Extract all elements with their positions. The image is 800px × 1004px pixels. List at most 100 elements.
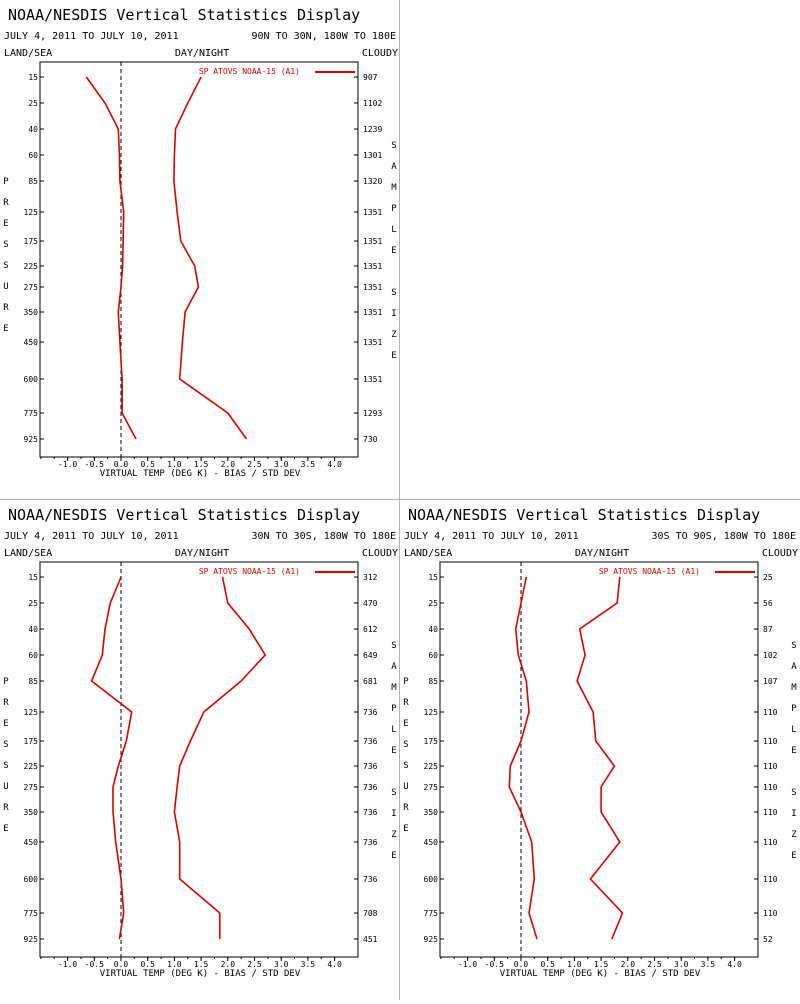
stats-panel-sh: NOAA/NESDIS Vertical Statistics Display … [400,500,800,1000]
pressure-level-label: 125 [424,708,439,717]
y-axis-label-pressure: P R E S S U R E [403,677,409,834]
sample-size-letter: M [791,683,797,693]
pressure-level-label: 175 [24,237,39,246]
sample-size-label: 1239 [363,125,382,134]
region-label: 30N TO 30S, 180W TO 180E [252,531,397,542]
sample-size-letter: S [391,141,396,151]
sample-size-letter: L [391,225,396,235]
chart-title: NOAA/NESDIS Vertical Statistics Display [408,506,760,524]
x-tick-label: 3.5 [701,960,716,969]
pressure-levels: 15 25 25 56 40 87 60 102 85 107 125 110 175 110 225 110… [424,573,778,944]
sample-size-label: 107 [763,677,778,686]
sample-size-letter: S [391,288,396,298]
x-axis-label: VIRTUAL TEMP (DEG K) - BIAS / STD DEV [100,969,301,979]
date-range: JULY 4, 2011 TO JULY 10, 2011 [4,531,179,542]
sample-size-label: 25 [763,573,773,582]
x-axis: -1.0 -0.5 0.0 0.5 1.0 1.5 2.0 2.5 3.0 3.5 4.0 [40,457,342,469]
chart-svg: NOAA/NESDIS Vertical Statistics Display … [3,506,398,979]
legend: SP ATOVS NOAA-15 (A1) [199,67,355,76]
plot-area [439,561,759,958]
sample-size-letter: A [391,162,397,172]
sample-size-label: 1351 [363,208,382,217]
y-axis-label-pressure: P R E S S U R E [3,177,9,334]
sample-size-label: 736 [363,875,378,884]
x-tick-label: 1.5 [194,460,209,469]
pressure-level-label: 925 [424,935,439,944]
sample-size-letter: A [391,662,397,672]
land-sea-label: LAND/SEA [404,548,452,559]
pressure-level-label: 925 [24,435,39,444]
sample-size-letter: E [391,746,396,756]
sample-size-label: 110 [763,762,778,771]
pressure-level-label: 450 [24,838,39,847]
sample-size-label: 1301 [363,151,382,160]
pressure-letter: E [3,324,8,334]
pressure-letter: S [403,761,408,771]
pressure-letter: E [3,219,8,229]
x-tick-label: 3.0 [674,960,689,969]
sample-size-letter: A [791,662,797,672]
x-tick-label: 3.5 [301,460,316,469]
series-line-bias [508,576,538,940]
data-series [90,576,267,940]
sample-size-label: 52 [763,935,773,944]
sample-size-letter: S [391,788,396,798]
sample-size-label: 470 [363,599,378,608]
x-tick-label: -1.0 [458,960,477,969]
land-sea-label: LAND/SEA [4,548,52,559]
sample-size-letter: E [391,851,396,861]
x-tick-label: 4.0 [327,960,342,969]
sample-size-label: 110 [763,838,778,847]
sample-size-letter: I [391,809,396,819]
x-tick-label: 3.0 [274,460,289,469]
legend: SP ATOVS NOAA-15 (A1) [199,567,355,576]
pressure-level-label: 225 [424,762,439,771]
date-range: JULY 4, 2011 TO JULY 10, 2011 [404,531,579,542]
series-line-std_dev [173,576,267,939]
pressure-level-label: 350 [424,808,439,817]
series-line-std_dev [576,576,624,940]
sample-size-letter: P [391,704,397,714]
day-night-label: DAY/NIGHT [175,48,229,59]
x-tick-label: 2.5 [647,960,662,969]
pressure-level-label: 775 [424,909,439,918]
date-range: JULY 4, 2011 TO JULY 10, 2011 [4,31,179,42]
sample-size-letter: E [391,246,396,256]
pressure-level-label: 85 [428,677,438,686]
pressure-letter: P [3,177,9,187]
x-tick-label: 0.5 [140,960,155,969]
sample-size-letter: I [391,309,396,319]
sample-size-label: 1102 [363,99,382,108]
y2-axis-label-sample-size: S A M P L E S I Z E [391,641,397,861]
pressure-levels: 15 312 25 470 40 612 60 649 85 681 125 736 175 736 225… [24,573,378,944]
sample-size-label: 1320 [363,177,382,186]
x-tick-label: 1.0 [567,960,582,969]
sample-size-label: 110 [763,783,778,792]
sample-size-label: 1351 [363,262,382,271]
legend: SP ATOVS NOAA-15 (A1) [599,567,755,576]
pressure-letter: R [3,303,9,313]
pressure-level-label: 40 [28,625,38,634]
sample-size-letter: E [791,746,796,756]
pressure-level-label: 275 [24,783,39,792]
data-series [508,576,624,940]
sample-size-label: 736 [363,808,378,817]
sample-size-letter: S [791,788,796,798]
y2-axis-label-sample-size: S A M P L E S I Z E [791,641,797,861]
x-tick-label: 2.5 [247,460,262,469]
plot-area [39,561,359,958]
sample-size-label: 736 [363,737,378,746]
chart-svg: NOAA/NESDIS Vertical Statistics Display … [403,506,798,979]
x-tick-label: 0.5 [140,460,155,469]
x-tick-label: -0.5 [485,960,504,969]
pressure-level-label: 225 [24,262,39,271]
region-label: 90N TO 30N, 180W TO 180E [252,31,397,42]
sample-size-label: 110 [763,808,778,817]
sample-size-letter: S [391,641,396,651]
pressure-level-label: 125 [24,708,39,717]
pressure-letter: S [3,761,8,771]
pressure-level-label: 175 [424,737,439,746]
pressure-level-label: 775 [24,409,39,418]
pressure-level-label: 15 [28,73,38,82]
sample-size-label: 736 [363,838,378,847]
